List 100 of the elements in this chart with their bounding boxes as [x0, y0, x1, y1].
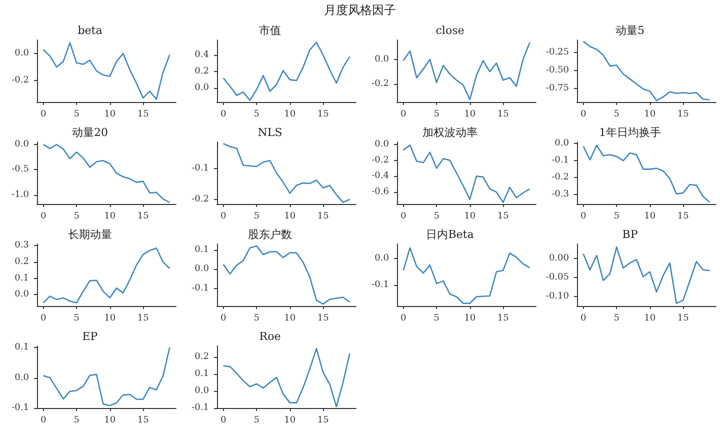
y-tick-label: -0.2 [552, 172, 569, 183]
y-tick-label: -0.1 [372, 280, 389, 290]
x-tick-label: 15 [137, 314, 150, 324]
x-tick-label: 0 [40, 212, 46, 222]
y-tick-label: -0.1 [552, 156, 569, 166]
y-tick-label: 0.1 [14, 342, 29, 353]
x-tick-label: 15 [317, 110, 330, 120]
y-tick-label: 0.2 [14, 256, 29, 267]
x-tick-label: 0 [220, 212, 226, 222]
chart-title: 动量20 [72, 126, 108, 139]
chart-title: close [436, 24, 464, 37]
text: 月度风格因子 [323, 2, 397, 18]
y-tick-label: 0.0 [14, 372, 30, 383]
y-tick-label: 0.0 [194, 264, 210, 274]
x-tick-label: 5 [254, 416, 260, 426]
chart-title: 动量5 [616, 24, 644, 37]
x-tick-label: 15 [317, 314, 330, 324]
y-tick-label: -1.0 [12, 190, 30, 200]
x-tick-label: 15 [677, 212, 690, 222]
y-tick-label: -0.2 [372, 155, 389, 166]
y-tick-label: 0.3 [14, 240, 30, 251]
x-tick-label: 10 [284, 416, 296, 426]
x-tick-label: 15 [677, 314, 690, 324]
x-tick-label: 0 [400, 110, 406, 120]
chart-title: 1年日均换手 [599, 126, 661, 139]
x-tick-label: 15 [497, 314, 510, 324]
line-series [42, 346, 170, 406]
y-tick-label: 0.0 [14, 48, 30, 58]
line-series [582, 40, 710, 102]
x-tick-label: 5 [614, 314, 620, 324]
chart-title: 加权波动率 [422, 126, 478, 139]
line-series [222, 348, 350, 408]
x-tick-label: 0 [40, 416, 46, 426]
line-series [42, 144, 170, 204]
x-tick-label: 5 [434, 212, 440, 222]
x-tick-label: 0 [220, 110, 226, 120]
x-tick-label: 10 [104, 314, 116, 324]
x-tick-label: 5 [614, 110, 620, 120]
x-tick-label: 10 [464, 212, 476, 222]
line-series [42, 42, 170, 100]
y-tick-label: -0.4 [372, 171, 390, 182]
x-tick-label: 0 [220, 314, 226, 324]
x-tick-label: 10 [464, 314, 476, 324]
x-tick-label: 5 [254, 110, 260, 120]
x-tick-label: 10 [644, 110, 656, 120]
x-tick-label: 0 [580, 110, 586, 120]
x-tick-label: 0 [400, 314, 406, 324]
y-tick-label: 0.0 [14, 140, 30, 150]
y-tick-label: -0.50 [546, 65, 570, 76]
x-tick-label: 15 [137, 416, 150, 426]
y-tick-label: 0.0 [194, 386, 210, 396]
x-tick-label: 5 [74, 110, 80, 120]
line-series [402, 247, 530, 304]
line-series [402, 42, 530, 100]
line-series [42, 247, 170, 304]
chart-title: EP [82, 330, 98, 343]
line-series [582, 246, 710, 304]
x-tick-label: 5 [74, 212, 80, 222]
y-tick-label: 0.0 [14, 290, 30, 300]
y-tick-label: -0.2 [372, 78, 389, 89]
y-tick-label: -0.05 [546, 272, 570, 282]
x-tick-label: 0 [400, 212, 406, 222]
x-tick-label: 15 [317, 416, 330, 426]
chart-title: 日内Beta [426, 228, 474, 241]
x-tick-label: 0 [40, 314, 46, 324]
line-series [582, 144, 710, 203]
x-tick-label: 10 [284, 110, 296, 120]
line-series [222, 142, 350, 204]
x-tick-label: 0 [580, 314, 586, 324]
y-tick-label: -0.75 [546, 83, 570, 94]
chart-title: BP [622, 228, 638, 241]
y-tick-label: 0.4 [194, 50, 210, 60]
x-tick-label: 5 [74, 314, 80, 324]
y-tick-label: -0.10 [546, 291, 570, 302]
x-tick-label: 15 [497, 110, 510, 120]
x-tick-label: 5 [74, 416, 80, 426]
y-tick-label: 0.2 [194, 66, 209, 76]
line-series [222, 42, 350, 101]
x-tick-label: 10 [284, 314, 296, 324]
y-tick-label: 0.1 [194, 369, 209, 380]
chart-title: beta [78, 24, 103, 37]
x-tick-label: 15 [137, 110, 150, 120]
y-tick-label: -0.25 [546, 47, 570, 58]
chart-title: 长期动量 [68, 228, 112, 241]
y-tick-label: -0.1 [192, 284, 209, 294]
line-series [222, 245, 350, 305]
y-tick-label: 0.2 [194, 352, 209, 362]
x-tick-label: 15 [677, 110, 690, 120]
x-tick-label: 10 [464, 110, 476, 120]
line-series [402, 144, 530, 204]
y-tick-label: -0.2 [12, 75, 29, 86]
y-tick-label: -0.1 [192, 403, 209, 413]
chart-title: Roe [259, 330, 281, 343]
y-tick-label: -0.1 [12, 403, 29, 413]
y-tick-label: -0.1 [192, 163, 209, 174]
x-tick-label: 10 [284, 212, 296, 222]
x-tick-label: 15 [497, 212, 510, 222]
x-tick-label: 0 [40, 110, 46, 120]
chart-title: 市值 [259, 24, 281, 37]
x-tick-label: 10 [644, 212, 656, 222]
